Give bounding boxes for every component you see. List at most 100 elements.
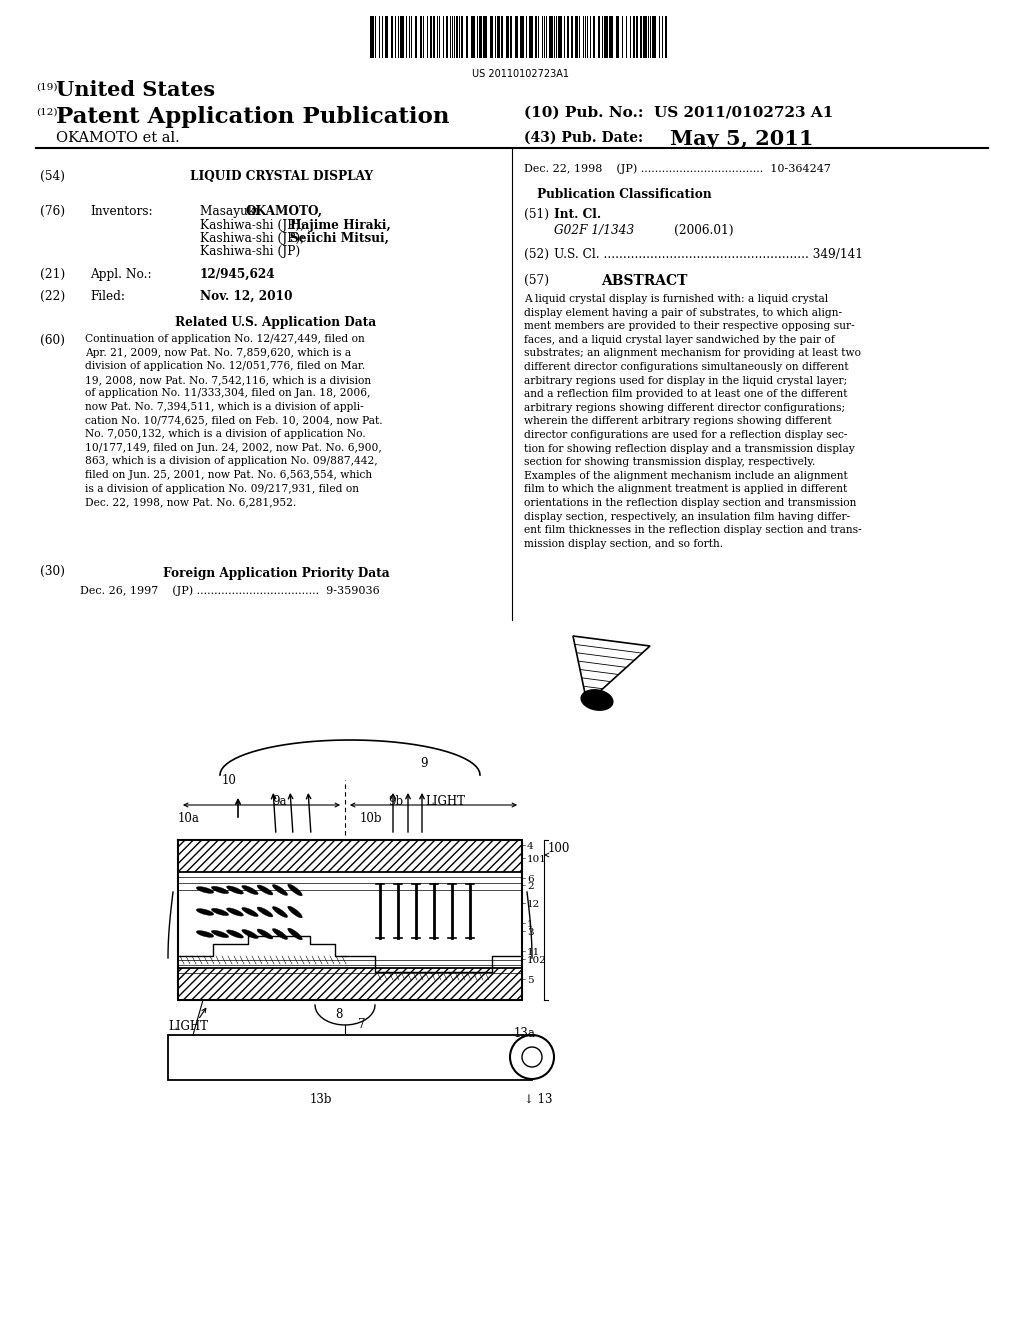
Bar: [549, 16, 553, 58]
Text: 102: 102: [527, 956, 547, 965]
Text: Seiichi Mitsui,: Seiichi Mitsui,: [290, 232, 389, 246]
Bar: [178, 968, 522, 1001]
Text: OKAMOTO et al.: OKAMOTO et al.: [56, 131, 180, 145]
Text: (30): (30): [40, 565, 65, 578]
Ellipse shape: [197, 931, 214, 937]
Text: Appl. No.:: Appl. No.:: [90, 268, 152, 281]
Bar: [598, 16, 600, 58]
Text: U.S. Cl. ..................................................... 349/141: U.S. Cl. ...............................…: [554, 248, 863, 261]
Text: 11: 11: [527, 948, 541, 957]
Bar: [420, 16, 422, 58]
Text: 9a: 9a: [272, 795, 287, 808]
Bar: [535, 16, 537, 58]
Text: 6: 6: [527, 875, 534, 884]
Ellipse shape: [288, 928, 302, 940]
Text: (10) Pub. No.:  US 2011/0102723 A1: (10) Pub. No.: US 2011/0102723 A1: [524, 106, 834, 120]
Text: 1: 1: [527, 920, 534, 929]
Text: Kashiwa-shi (JP);: Kashiwa-shi (JP);: [200, 232, 308, 246]
Text: 101: 101: [527, 855, 547, 865]
Ellipse shape: [242, 907, 258, 916]
Text: US 20110102723A1: US 20110102723A1: [471, 69, 568, 79]
Text: 8: 8: [335, 1008, 342, 1020]
Bar: [490, 16, 493, 58]
Bar: [510, 16, 512, 58]
Bar: [391, 16, 393, 58]
Bar: [501, 16, 503, 58]
Text: LIGHT: LIGHT: [425, 795, 465, 808]
Ellipse shape: [288, 906, 302, 917]
Text: 10: 10: [222, 774, 237, 787]
Bar: [430, 16, 432, 58]
Ellipse shape: [242, 886, 258, 895]
Text: Hajime Hiraki,: Hajime Hiraki,: [290, 219, 391, 231]
Text: Continuation of application No. 12/427,449, filed on
Apr. 21, 2009, now Pat. No.: Continuation of application No. 12/427,4…: [85, 334, 383, 507]
Text: Dec. 22, 1998    (JP) ...................................  10-364247: Dec. 22, 1998 (JP) .....................…: [524, 162, 830, 173]
Text: May 5, 2011: May 5, 2011: [670, 129, 813, 149]
Text: (21): (21): [40, 268, 66, 281]
Bar: [370, 16, 374, 58]
Ellipse shape: [257, 884, 272, 895]
Text: 10b: 10b: [360, 812, 383, 825]
Bar: [515, 16, 518, 58]
Bar: [479, 16, 482, 58]
Text: 13a: 13a: [514, 1027, 536, 1040]
Text: (22): (22): [40, 290, 66, 304]
Text: Filed:: Filed:: [90, 290, 125, 304]
Text: Kashiwa-shi (JP);: Kashiwa-shi (JP);: [200, 219, 308, 231]
Ellipse shape: [211, 886, 228, 894]
Ellipse shape: [257, 907, 272, 917]
Bar: [466, 16, 468, 58]
Bar: [433, 16, 435, 58]
Bar: [571, 16, 573, 58]
Ellipse shape: [272, 884, 288, 895]
Ellipse shape: [211, 931, 228, 937]
Bar: [385, 16, 388, 58]
Text: (52): (52): [524, 248, 549, 261]
Text: 10a: 10a: [178, 812, 200, 825]
Bar: [567, 16, 569, 58]
Text: (54): (54): [40, 170, 65, 183]
Bar: [178, 840, 522, 873]
Text: (60): (60): [40, 334, 65, 347]
Bar: [616, 16, 618, 58]
Text: Int. Cl.: Int. Cl.: [554, 209, 601, 220]
Text: (12): (12): [36, 108, 57, 117]
Text: Foreign Application Priority Data: Foreign Application Priority Data: [163, 568, 389, 579]
Bar: [471, 16, 475, 58]
Text: LIGHT: LIGHT: [168, 1020, 208, 1034]
Text: Related U.S. Application Data: Related U.S. Application Data: [175, 315, 377, 329]
Text: Nov. 12, 2010: Nov. 12, 2010: [200, 290, 293, 304]
Text: OKAMOTO,: OKAMOTO,: [246, 205, 323, 218]
Text: 4: 4: [527, 842, 534, 851]
Text: 9b: 9b: [388, 795, 403, 808]
Ellipse shape: [226, 886, 244, 894]
Text: G02F 1/1343: G02F 1/1343: [554, 224, 634, 238]
Ellipse shape: [226, 929, 244, 939]
Ellipse shape: [242, 929, 258, 939]
Bar: [520, 16, 524, 58]
Bar: [652, 16, 656, 58]
Circle shape: [510, 1035, 554, 1078]
Bar: [643, 16, 647, 58]
Text: Masayuki: Masayuki: [200, 205, 263, 218]
Ellipse shape: [288, 884, 302, 896]
Bar: [633, 16, 635, 58]
Bar: [529, 16, 534, 58]
Text: (51): (51): [524, 209, 549, 220]
Bar: [593, 16, 595, 58]
Ellipse shape: [272, 907, 288, 917]
Text: (2006.01): (2006.01): [674, 224, 733, 238]
Bar: [575, 16, 578, 58]
Bar: [558, 16, 562, 58]
Text: (57): (57): [524, 275, 549, 286]
Text: Kashiwa-shi (JP): Kashiwa-shi (JP): [200, 246, 300, 259]
Bar: [604, 16, 608, 58]
Bar: [640, 16, 642, 58]
Text: ↓ 13: ↓ 13: [524, 1093, 553, 1106]
Text: Inventors:: Inventors:: [90, 205, 153, 218]
Ellipse shape: [257, 929, 272, 939]
Ellipse shape: [582, 690, 612, 710]
Text: 12: 12: [527, 900, 541, 909]
Text: (19): (19): [36, 83, 57, 92]
Text: 3: 3: [527, 928, 534, 937]
